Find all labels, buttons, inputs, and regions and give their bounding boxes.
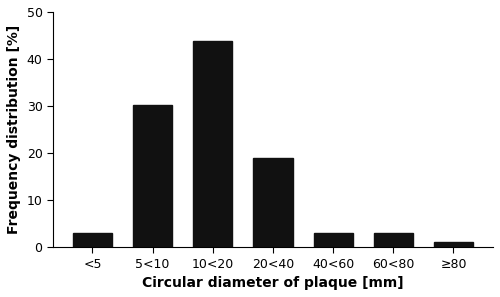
Y-axis label: Frequency distribution [%]: Frequency distribution [%]	[7, 25, 21, 234]
Bar	[133, 105, 172, 247]
Bar	[374, 233, 413, 247]
Bar	[434, 241, 473, 247]
Bar	[194, 41, 232, 247]
X-axis label: Circular diameter of plaque [mm]: Circular diameter of plaque [mm]	[142, 276, 404, 290]
Bar	[73, 233, 112, 247]
Bar	[254, 158, 292, 247]
Bar	[314, 233, 352, 247]
